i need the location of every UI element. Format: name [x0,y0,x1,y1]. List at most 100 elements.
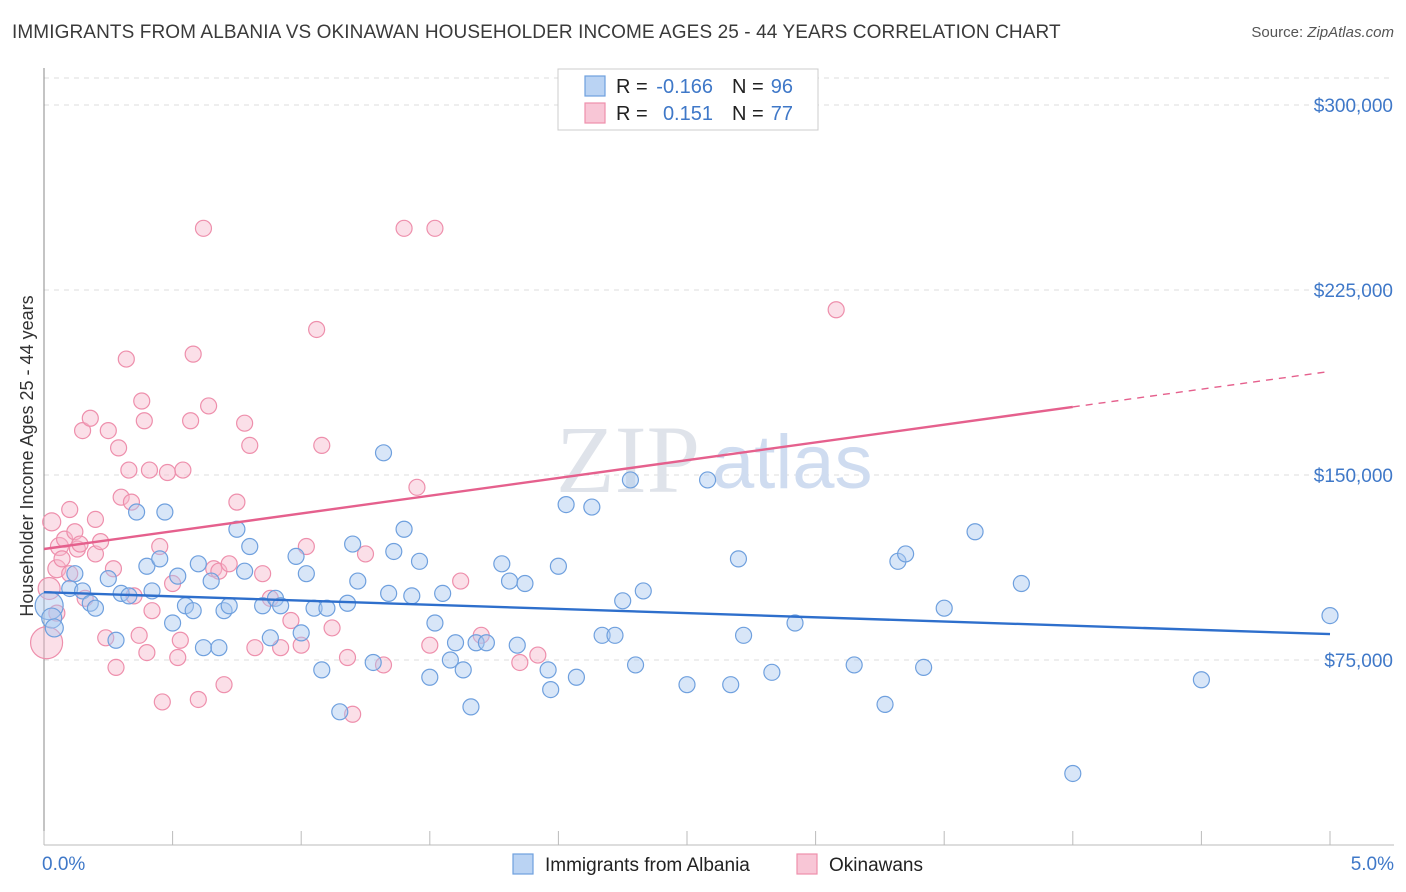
data-point [182,412,200,430]
data-point [189,555,207,573]
legend-swatch-okinawans [584,102,606,124]
data-point [915,658,933,677]
data-point [53,550,71,568]
data-point [966,523,984,541]
data-point [200,397,218,415]
data-point [117,350,135,368]
series-albania [34,444,1339,783]
legend-n-label-okinawans: N = [732,103,764,125]
data-point [385,542,403,561]
watermark: ZIP atlas [556,406,873,513]
data-point [107,658,125,677]
data-point [410,552,429,570]
data-point [151,550,169,568]
series-okinawans [29,219,845,723]
data-point [614,592,632,610]
bottom-legend-swatch-okinawans [796,853,818,875]
data-point [454,661,472,679]
data-point [120,461,138,479]
data-point [133,392,151,410]
source-credit: Source: ZipAtlas.com [1251,24,1394,41]
data-point [344,705,362,723]
legend-n-value-albania: 96 [771,76,793,98]
data-point [99,569,117,588]
data-point [236,414,254,432]
data-point [107,631,125,649]
data-point [763,663,781,681]
data-point [935,599,953,617]
data-point [241,537,259,556]
data-point [516,574,534,593]
data-point [66,565,84,583]
data-point [130,626,148,644]
data-point [508,636,526,654]
data-point [153,693,171,711]
data-point [606,626,624,644]
data-point [151,537,169,556]
data-point [395,219,413,237]
data-point [567,668,586,686]
data-point [236,562,254,580]
data-point [140,461,159,479]
data-point [297,565,315,583]
data-point [143,602,161,620]
y-tick-label: $225,000 [1314,281,1393,302]
data-point [441,651,459,669]
data-point [86,510,105,529]
trend-lines [43,370,1331,636]
data-point [374,444,393,462]
data-point [511,653,529,672]
data-point [73,422,92,440]
bottom-legend-swatch-albania [512,853,534,875]
data-point [202,572,220,590]
data-point [189,690,207,709]
x-tick-label-max: 5.0% [1351,854,1394,875]
data-point [395,520,413,538]
data-point [169,648,187,667]
y-tick-label: $150,000 [1314,466,1393,487]
data-point [261,629,279,647]
data-point [338,648,357,667]
data-point [380,584,398,603]
data-point [313,661,331,679]
watermark-atlas: atlas [712,420,873,505]
data-point [462,698,480,716]
data-point [1192,671,1211,689]
data-point [73,582,92,600]
data-point [220,597,238,615]
bottom-legend-label-albania: Immigrants from Albania [545,855,750,876]
data-point [254,597,272,615]
legend-r-value-albania: -0.166 [656,76,713,98]
data-point [434,584,452,603]
axes [43,68,1394,846]
data-point [557,496,575,514]
data-point [1321,606,1339,625]
data-point [99,422,117,440]
data-point [254,565,272,583]
data-point [282,611,300,630]
x-axis-ticks [43,831,1331,845]
data-point [48,604,66,622]
data-point [194,219,213,237]
chart-title: IMMIGRANTS FROM ALBANIA VS OKINAWAN HOUS… [12,22,1061,43]
source-prefix: Source: [1251,24,1308,41]
watermark-zip: ZIP [556,406,700,513]
bottom-legend: Immigrants from Albania Okinawans [512,853,923,876]
data-point [86,599,105,617]
data-point [215,602,233,620]
data-point [215,676,233,694]
trend-line-okinawans-extension [1072,370,1331,408]
data-point [42,512,62,532]
data-point [287,547,305,566]
data-point [135,412,153,430]
source-name: ZipAtlas.com [1307,24,1394,41]
data-point [61,565,79,583]
data-point [539,661,557,679]
data-point [729,550,748,568]
data-point [61,500,79,519]
data-point [112,488,130,506]
data-point [356,545,375,563]
legend-n-value-okinawans: 77 [771,103,793,125]
data-point [634,582,652,600]
x-tick-label-min: 0.0% [42,854,85,875]
